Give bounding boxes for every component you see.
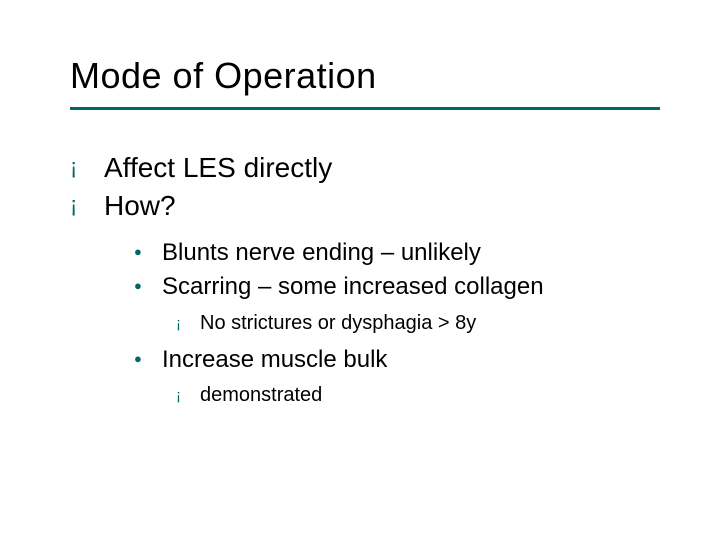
list-item: ● Blunts nerve ending – unlikely <box>134 238 680 269</box>
list-item: ¡ No strictures or dysphagia > 8y <box>176 311 680 337</box>
title-underline <box>70 107 660 110</box>
list-item: ¡ How? <box>70 188 680 224</box>
disc-bullet-icon: ● <box>134 238 162 265</box>
list-item: ¡ Affect LES directly <box>70 150 680 186</box>
sub-list: ● Blunts nerve ending – unlikely ● Scarr… <box>134 238 680 409</box>
bullet-text: Scarring – some increased collagen <box>162 272 680 303</box>
bullet-text: Increase muscle bulk <box>162 345 680 376</box>
circle-bullet-icon: ¡ <box>176 383 200 409</box>
bullet-text: How? <box>104 188 680 224</box>
circle-bullet-icon: ¡ <box>70 188 104 222</box>
bullet-text: Affect LES directly <box>104 150 680 186</box>
disc-bullet-icon: ● <box>134 272 162 299</box>
bullet-text: demonstrated <box>200 383 680 409</box>
sub-sub-list: ¡ demonstrated <box>176 383 680 409</box>
bullet-text: No strictures or dysphagia > 8y <box>200 311 680 337</box>
list-item: ● Scarring – some increased collagen <box>134 272 680 303</box>
list-item: ● Increase muscle bulk <box>134 345 680 376</box>
bullet-text: Blunts nerve ending – unlikely <box>162 238 680 269</box>
circle-bullet-icon: ¡ <box>176 311 200 337</box>
list-item: ¡ demonstrated <box>176 383 680 409</box>
slide-title: Mode of Operation <box>70 55 660 97</box>
slide: Mode of Operation ¡ Affect LES directly … <box>0 0 720 540</box>
slide-body: ¡ Affect LES directly ¡ How? ● Blunts ne… <box>70 150 680 417</box>
title-area: Mode of Operation <box>70 55 660 110</box>
disc-bullet-icon: ● <box>134 345 162 372</box>
sub-sub-list: ¡ No strictures or dysphagia > 8y <box>176 311 680 337</box>
circle-bullet-icon: ¡ <box>70 150 104 184</box>
